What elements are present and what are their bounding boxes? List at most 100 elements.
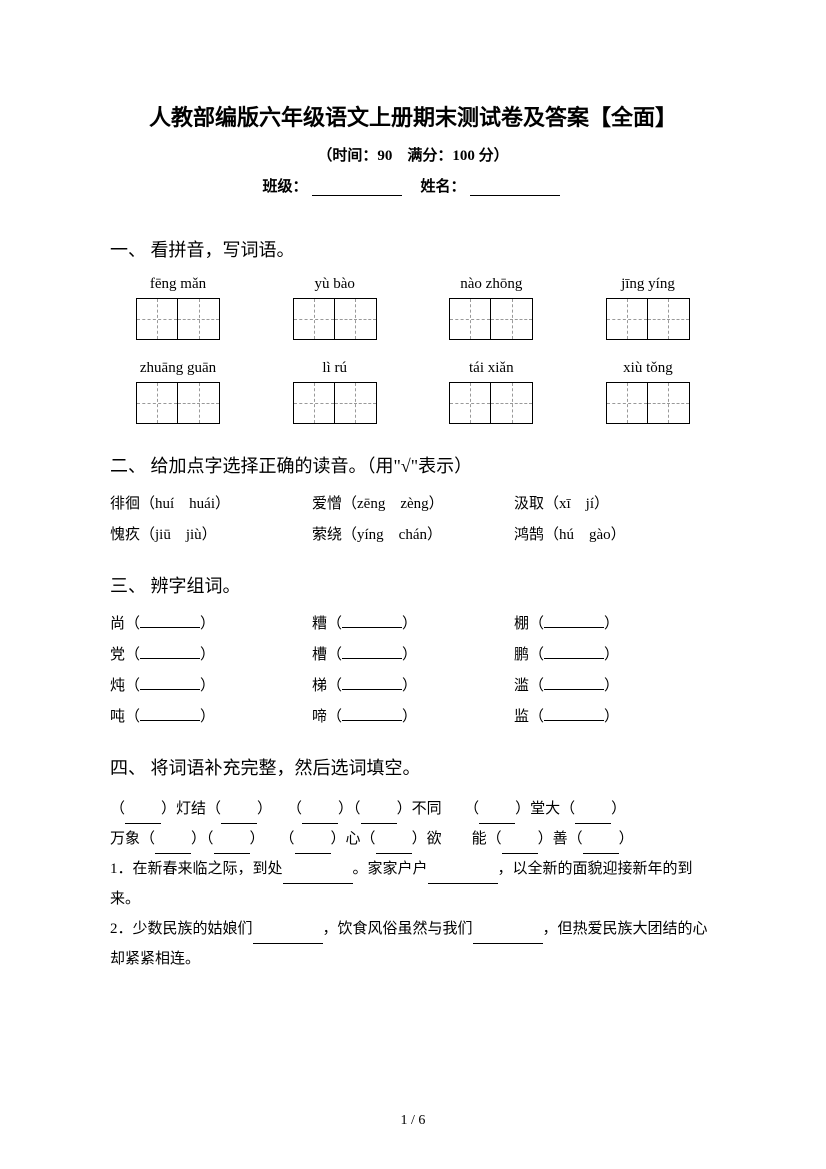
answer-blank[interactable] [342, 689, 402, 690]
class-blank[interactable] [312, 195, 402, 196]
q4-para-2: 2．少数民族的姑娘们，饮食风俗虽然与我们，但热爱民族大团结的心却紧紧相连。 [110, 914, 716, 974]
q3-item: 鹏（） [514, 643, 716, 664]
pinyin-group: jīng yíng [588, 276, 708, 340]
answer-blank[interactable] [253, 943, 323, 944]
q2-row: 徘徊（huí huái） 爱憎（zēng zèng） 汲取（xī jí） [110, 492, 716, 513]
q4-text: ） （ [257, 801, 302, 817]
class-label: 班级： [262, 179, 307, 195]
pinyin-row-2: zhuāng guān lì rú tái xiǎn xiù tǒng [110, 360, 716, 424]
answer-blank[interactable] [544, 627, 604, 628]
q4-text: （ [110, 801, 125, 817]
q4-text: ）灯结（ [161, 801, 221, 817]
q3-char: 槽 [312, 643, 327, 664]
pinyin-label: tái xiǎn [431, 360, 551, 377]
document-title: 人教部编版六年级语文上册期末测试卷及答案【全面】 [110, 100, 716, 132]
pinyin-group: yù bào [275, 276, 395, 340]
pinyin-label: jīng yíng [588, 276, 708, 293]
q2-item[interactable]: 爱憎（zēng zèng） [312, 492, 514, 513]
q3-char: 滥 [514, 674, 529, 695]
answer-blank[interactable] [473, 943, 543, 944]
pinyin-label: fēng mǎn [118, 276, 238, 293]
q2-item[interactable]: 汲取（xī jí） [514, 492, 716, 513]
q2-item[interactable]: 鸿鹄（hú gào） [514, 523, 716, 544]
q4-para-1: 1．在新春来临之际，到处。家家户户，以全新的面貌迎接新年的到来。 [110, 854, 716, 914]
pinyin-label: lì rú [275, 360, 395, 377]
q4-text: ，饮食风俗虽然与我们 [323, 921, 473, 937]
pinyin-group: fēng mǎn [118, 276, 238, 340]
answer-blank[interactable] [342, 627, 402, 628]
pinyin-label: xiù tǒng [588, 360, 708, 377]
section-1-heading: 一、 看拼音，写词语。 [110, 236, 716, 262]
char-box-pair[interactable] [431, 382, 551, 424]
char-box-pair[interactable] [588, 298, 708, 340]
q4-text: ） [619, 831, 634, 847]
q3-row: 尚（） 糟（） 棚（） [110, 612, 716, 633]
pinyin-row-1: fēng mǎn yù bào nào zhōng jīng yíng [110, 276, 716, 340]
q4-text: 1．在新春来临之际，到处 [110, 861, 283, 877]
q3-item: 党（） [110, 643, 312, 664]
q3-item: 梯（） [312, 674, 514, 695]
section-2-heading: 二、 给加点字选择正确的读音。（用"√"表示） [110, 452, 716, 478]
answer-blank[interactable] [544, 658, 604, 659]
q4-text: ）善（ [538, 831, 583, 847]
answer-blank[interactable] [342, 720, 402, 721]
q3-item: 吨（） [110, 705, 312, 726]
q3-char: 监 [514, 705, 529, 726]
q4-text: 。家家户户 [353, 861, 428, 877]
answer-blank[interactable] [283, 883, 353, 884]
char-box-pair[interactable] [118, 382, 238, 424]
q3-item: 监（） [514, 705, 716, 726]
q4-text: 2．少数民族的姑娘们 [110, 921, 253, 937]
pinyin-group: xiù tǒng [588, 360, 708, 424]
answer-blank[interactable] [342, 658, 402, 659]
answer-blank[interactable] [140, 689, 200, 690]
q2-item[interactable]: 愧疚（jiū jiù） [110, 523, 312, 544]
q4-line-2: 万象（）（） （）心（）欲 能（）善（） [110, 824, 716, 854]
q3-item: 滥（） [514, 674, 716, 695]
page-number: 1 / 6 [0, 1113, 826, 1129]
q2-item[interactable]: 萦绕（yíng chán） [312, 523, 514, 544]
q4-text: 万象（ [110, 831, 155, 847]
q3-char: 炖 [110, 674, 125, 695]
q3-row: 吨（） 啼（） 监（） [110, 705, 716, 726]
q3-item: 炖（） [110, 674, 312, 695]
char-box-pair[interactable] [588, 382, 708, 424]
q4-text: ）心（ [331, 831, 376, 847]
char-box-pair[interactable] [118, 298, 238, 340]
q3-char: 啼 [312, 705, 327, 726]
answer-blank[interactable] [140, 720, 200, 721]
q3-char: 鹏 [514, 643, 529, 664]
section-3-heading: 三、 辨字组词。 [110, 572, 716, 598]
pinyin-group: tái xiǎn [431, 360, 551, 424]
q2-item[interactable]: 徘徊（huí huái） [110, 492, 312, 513]
q3-item: 尚（） [110, 612, 312, 633]
name-label: 姓名： [421, 179, 466, 195]
q4-text: ）（ [338, 801, 361, 817]
q4-text: ） （ [250, 831, 295, 847]
answer-blank[interactable] [140, 627, 200, 628]
char-box-pair[interactable] [275, 298, 395, 340]
document-subtitle: （时间：90 满分：100 分） [110, 144, 716, 165]
name-blank[interactable] [470, 195, 560, 196]
q4-line-1: （ ）灯结（ ） （ ）（ ）不同 （ ）堂大（ ） [110, 794, 716, 824]
answer-blank[interactable] [544, 689, 604, 690]
answer-blank[interactable] [140, 658, 200, 659]
pinyin-group: zhuāng guān [118, 360, 238, 424]
q3-item: 糟（） [312, 612, 514, 633]
pinyin-label: nào zhōng [431, 276, 551, 293]
q4-text: ）堂大（ [515, 801, 575, 817]
q3-char: 棚 [514, 612, 529, 633]
q4-text: ）不同 （ [397, 801, 480, 817]
answer-blank[interactable] [428, 883, 498, 884]
answer-blank[interactable] [544, 720, 604, 721]
char-box-pair[interactable] [275, 382, 395, 424]
pinyin-group: nào zhōng [431, 276, 551, 340]
q3-char: 梯 [312, 674, 327, 695]
section-3-body: 尚（） 糟（） 棚（） 党（） 槽（） 鹏（） 炖（） 梯（） 滥（） 吨（） … [110, 612, 716, 726]
q4-text: ） [611, 801, 626, 817]
pinyin-group: lì rú [275, 360, 395, 424]
q4-text: ）欲 能（ [412, 831, 502, 847]
student-info-line: 班级： 姓名： [110, 175, 716, 196]
q3-char: 吨 [110, 705, 125, 726]
char-box-pair[interactable] [431, 298, 551, 340]
